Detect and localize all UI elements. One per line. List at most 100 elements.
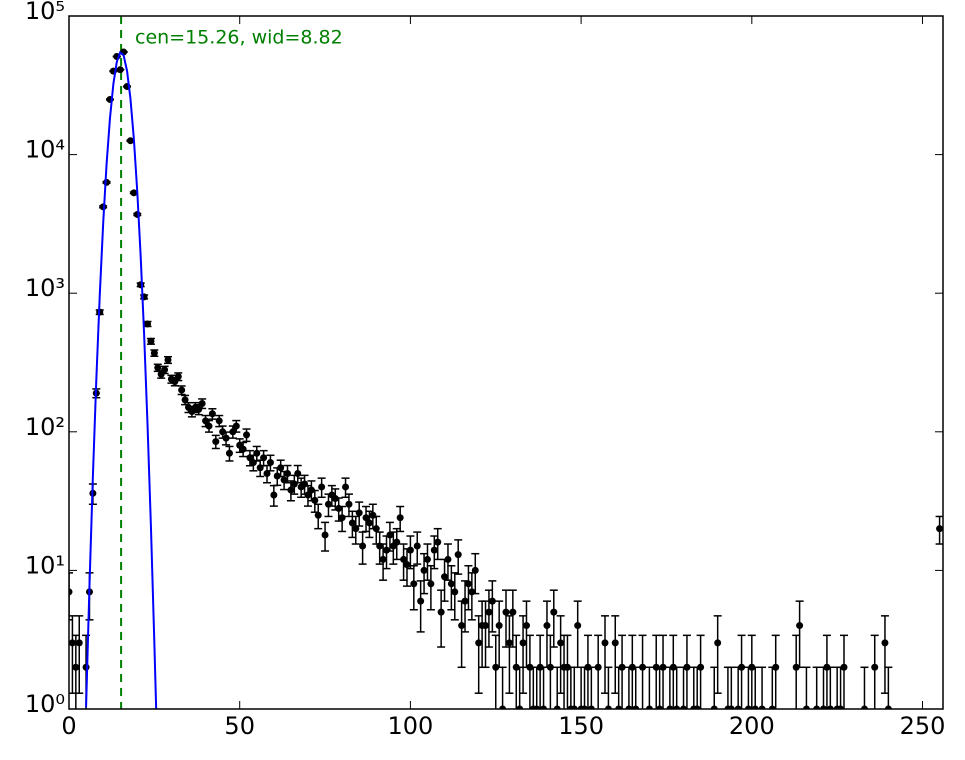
data-point — [126, 137, 134, 145]
data-point — [464, 580, 472, 588]
data-point — [290, 480, 298, 488]
data-point — [936, 525, 943, 533]
data-point — [212, 438, 220, 446]
data-point — [543, 622, 551, 630]
data-point — [738, 663, 746, 671]
data-point — [772, 663, 780, 671]
data-point — [372, 525, 380, 533]
y-tick-label: 10³ — [25, 274, 65, 302]
data-point — [116, 66, 124, 74]
data-point — [174, 373, 182, 381]
data-point — [263, 470, 271, 478]
data-point — [454, 551, 462, 559]
data-point — [150, 349, 158, 357]
data-point — [249, 459, 257, 467]
data-point — [587, 705, 595, 709]
data-point — [383, 546, 391, 554]
data-point — [406, 546, 414, 554]
data-point — [632, 705, 640, 709]
data-point — [277, 464, 285, 472]
data-point — [441, 573, 449, 581]
y-tick-label: 10⁵ — [25, 0, 65, 25]
data-point — [802, 705, 810, 709]
data-point — [447, 580, 455, 588]
data-point — [208, 410, 216, 418]
plot-area — [69, 16, 943, 709]
data-point — [352, 525, 360, 533]
y-tick-label: 10² — [25, 413, 65, 441]
x-tick-label: 200 — [729, 712, 775, 740]
x-tick-label: 250 — [900, 712, 946, 740]
data-point — [796, 622, 804, 630]
data-point — [423, 555, 431, 563]
data-point — [837, 705, 845, 709]
data-point — [509, 608, 517, 616]
annotation: cen=15.26, wid=8.82 — [135, 27, 343, 49]
data-point — [430, 546, 438, 554]
data-point — [144, 320, 152, 328]
data-point — [284, 470, 291, 478]
data-point — [768, 705, 776, 709]
axes: 0 50 100 150 200 250 10⁰ 10¹ 10² 10³ 10⁴ 10⁵ — [25, 0, 946, 740]
x-tick-label: 150 — [558, 712, 604, 740]
data-point — [260, 454, 268, 462]
data-point — [225, 449, 233, 457]
data-point — [198, 400, 206, 408]
data-point — [437, 608, 445, 616]
data-point — [304, 491, 312, 499]
data-point — [393, 538, 401, 546]
data-point — [550, 608, 558, 616]
data-point — [359, 542, 367, 550]
data-point — [625, 705, 633, 709]
data-point — [178, 386, 186, 394]
data-point — [147, 337, 155, 345]
data-point — [488, 597, 496, 605]
data-point — [195, 405, 203, 413]
data-point — [348, 519, 356, 527]
data-point — [239, 445, 247, 453]
data-point — [751, 705, 759, 709]
data-point — [673, 705, 681, 709]
data-point — [734, 705, 742, 709]
data-point — [355, 509, 363, 517]
data-point — [287, 486, 295, 494]
data-point — [570, 705, 578, 709]
data-point — [540, 705, 548, 709]
data-point — [871, 663, 879, 671]
y-tick-label: 10⁴ — [25, 136, 65, 164]
data-point — [280, 476, 288, 484]
data-point — [243, 431, 251, 439]
data-point — [82, 663, 90, 671]
data-point — [683, 663, 691, 671]
data-point — [482, 622, 490, 630]
data-point — [502, 608, 510, 616]
data-point — [594, 663, 602, 671]
data-point — [495, 622, 503, 630]
data-point — [758, 705, 766, 709]
data-point — [266, 459, 274, 467]
data-point — [645, 705, 653, 709]
data-point — [362, 514, 370, 522]
data-point — [553, 705, 561, 709]
data-point — [130, 189, 138, 197]
data-point — [403, 561, 411, 569]
data-point — [505, 639, 513, 647]
data-point — [744, 705, 752, 709]
data-point — [164, 356, 172, 364]
data-point — [379, 555, 387, 563]
data-point — [318, 483, 326, 491]
x-tick-label: 50 — [224, 712, 255, 740]
data-point — [639, 663, 647, 671]
data-point — [444, 555, 452, 563]
data-point — [574, 622, 582, 630]
data-point — [461, 597, 469, 605]
data-point — [69, 639, 76, 647]
data-point — [546, 663, 554, 671]
data-point — [69, 588, 73, 596]
data-point — [697, 663, 705, 671]
data-point — [693, 705, 701, 709]
data-point — [321, 531, 329, 539]
data-point — [618, 663, 626, 671]
x-tick-label: 100 — [388, 712, 434, 740]
